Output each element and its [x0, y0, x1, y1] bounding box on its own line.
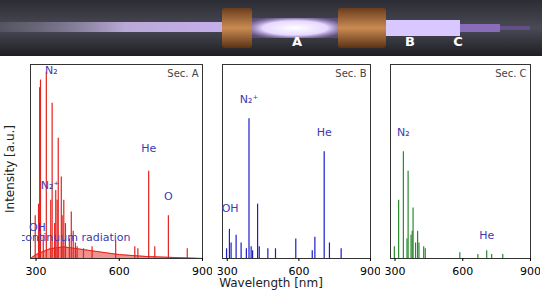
svg-text:He: He [479, 229, 494, 242]
svg-text:600: 600 [452, 265, 473, 276]
svg-text:OH: OH [29, 221, 46, 235]
svg-text:900: 900 [520, 265, 540, 276]
html-text:Intensity [a.u.]: Intensity [a.u.] [3, 125, 17, 213]
svg-text:continuum radiation: continuum radiation [22, 231, 131, 244]
svg-text:He: He [317, 126, 332, 139]
svg-text:N₂: N₂ [45, 64, 58, 77]
svg-text:B: B [405, 34, 415, 49]
svg-text:300: 300 [385, 265, 406, 276]
svg-text:O: O [164, 190, 173, 203]
svg-text:Sec. A: Sec. A [167, 68, 198, 79]
svg-text:600: 600 [288, 265, 309, 276]
svg-text:C: C [453, 34, 463, 49]
svg-text:300: 300 [26, 265, 47, 276]
svg-text:300: 300 [217, 265, 238, 276]
svg-text:Sec. B: Sec. B [335, 68, 366, 79]
svg-text:N₂: N₂ [397, 126, 410, 139]
svg-text:900: 900 [192, 265, 212, 276]
svg-text:A: A [292, 34, 302, 49]
svg-text:OH: OH [222, 202, 239, 215]
html-text:Wavelength [nm]: Wavelength [nm] [219, 276, 323, 290]
svg-text:Sec. C: Sec. C [495, 68, 526, 79]
svg-text:600: 600 [109, 265, 130, 276]
svg-text:N₂⁺: N₂⁺ [41, 179, 60, 192]
svg-text:N₂⁺: N₂⁺ [240, 93, 259, 106]
svg-text:900: 900 [360, 265, 380, 276]
svg-text:He: He [141, 142, 156, 155]
